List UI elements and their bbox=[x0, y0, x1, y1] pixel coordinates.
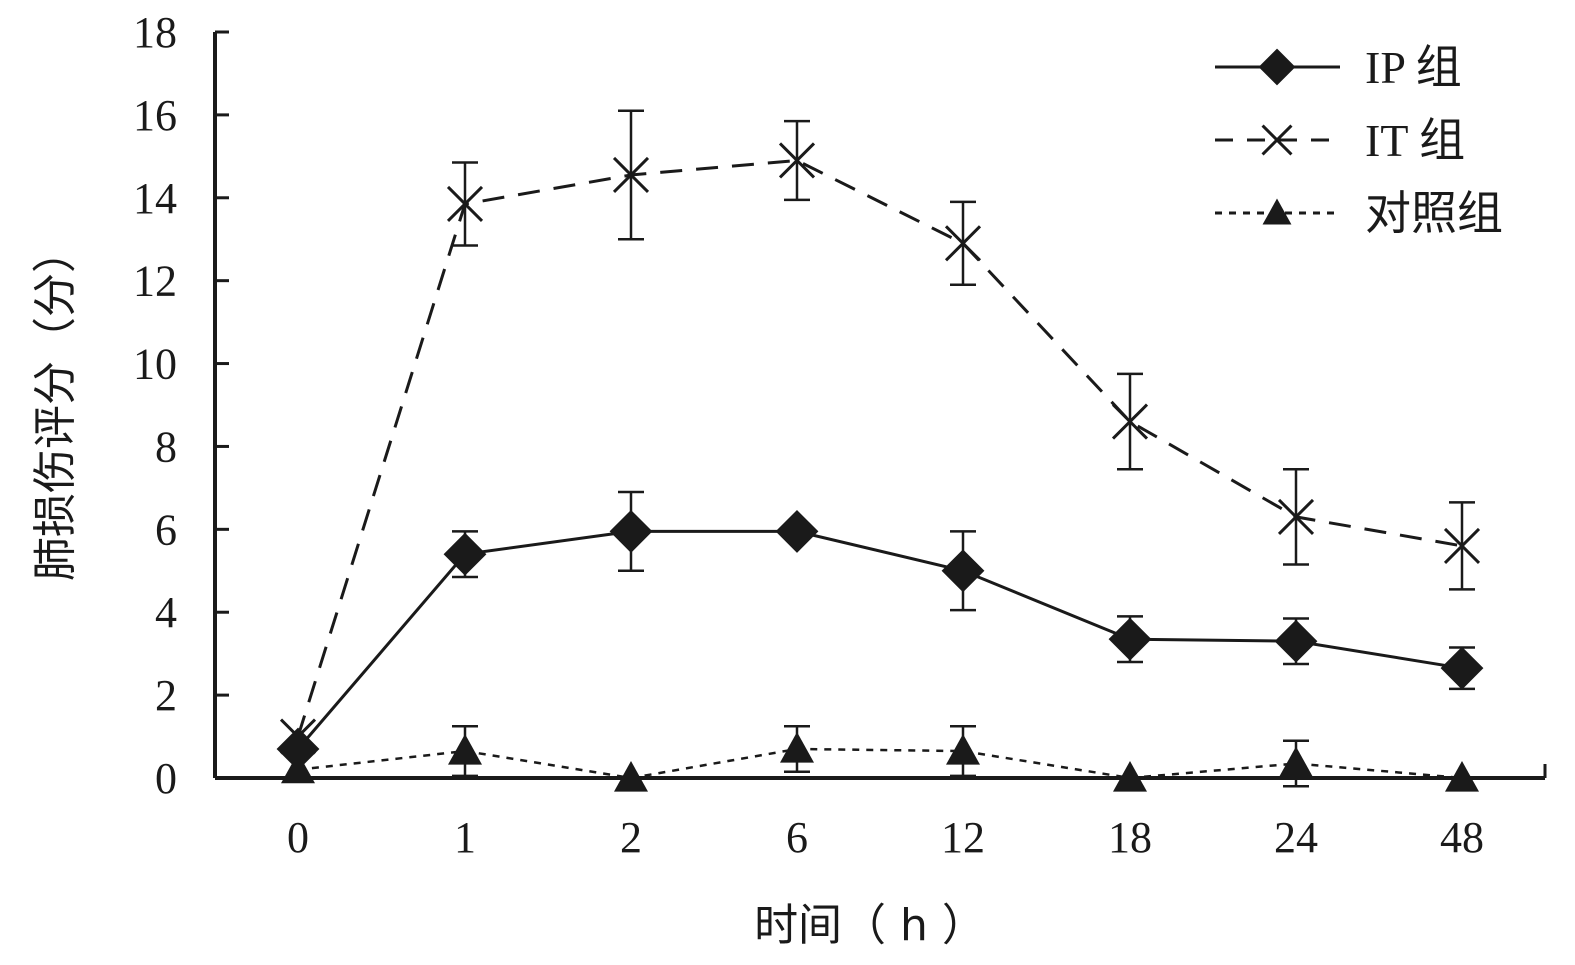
diamond-marker bbox=[1274, 619, 1318, 663]
legend-label: IP 组 bbox=[1365, 42, 1462, 93]
x-tick-label: 18 bbox=[1108, 813, 1152, 862]
y-tick-label: 14 bbox=[133, 174, 177, 223]
series-line bbox=[296, 529, 1463, 750]
y-tick-label: 2 bbox=[155, 671, 177, 720]
diamond-marker bbox=[443, 532, 487, 576]
x-marker-stroke bbox=[612, 156, 650, 194]
y-tick-label: 18 bbox=[133, 8, 177, 57]
y-tick-label: 12 bbox=[133, 257, 177, 306]
x-marker bbox=[446, 185, 484, 223]
series-1 bbox=[279, 109, 1481, 755]
x-marker-stroke bbox=[1277, 498, 1315, 535]
series-2 bbox=[281, 724, 1479, 792]
series-0 bbox=[276, 490, 1484, 771]
diamond-marker bbox=[609, 509, 653, 553]
triangle-marker bbox=[780, 731, 814, 763]
x-marker-stroke bbox=[279, 718, 317, 755]
x-marker-stroke bbox=[1261, 124, 1293, 156]
x-axis-title: 时间（ h ） bbox=[754, 900, 986, 951]
x-marker-stroke bbox=[1443, 527, 1481, 564]
x-marker bbox=[612, 156, 650, 194]
legend-label: 对照组 bbox=[1365, 188, 1503, 239]
legend-label: IT 组 bbox=[1365, 115, 1465, 166]
diamond-marker bbox=[1108, 617, 1152, 661]
axes bbox=[213, 32, 1547, 780]
series-layer bbox=[276, 109, 1484, 792]
triangle-marker bbox=[448, 734, 482, 765]
triangle-marker bbox=[1113, 761, 1147, 792]
y-axis-ticks: 0 2 4 6 8 10 12 14 16 18 bbox=[133, 8, 229, 803]
x-axis-ticks: 0 1 2 6 12 18 24 48 bbox=[287, 813, 1484, 862]
triangle-marker bbox=[1279, 746, 1313, 778]
x-tick-label: 0 bbox=[287, 813, 309, 862]
triangle-marker bbox=[1262, 198, 1292, 225]
x-tick-label: 24 bbox=[1274, 813, 1318, 862]
diamond-marker bbox=[775, 509, 819, 553]
legend-item: IP 组 bbox=[1215, 42, 1462, 93]
x-marker bbox=[1111, 403, 1149, 440]
y-tick-label: 6 bbox=[155, 505, 177, 554]
x-marker bbox=[778, 142, 816, 179]
x-marker bbox=[1261, 124, 1293, 156]
x-tick-label: 6 bbox=[786, 813, 808, 862]
x-marker bbox=[944, 225, 982, 262]
series-line bbox=[296, 158, 1463, 738]
x-marker-stroke bbox=[778, 142, 816, 179]
x-marker bbox=[279, 718, 317, 755]
series-line bbox=[297, 747, 1463, 780]
diamond-marker bbox=[1440, 646, 1484, 690]
x-tick-label: 2 bbox=[620, 813, 642, 862]
diamond-marker bbox=[941, 549, 985, 593]
x-tick-label: 48 bbox=[1440, 813, 1484, 862]
legend-item: IT 组 bbox=[1215, 115, 1465, 166]
x-marker-stroke bbox=[1111, 403, 1149, 440]
y-tick-label: 16 bbox=[133, 91, 177, 140]
y-tick-label: 8 bbox=[155, 422, 177, 471]
y-tick-label: 4 bbox=[155, 588, 177, 637]
x-marker-stroke bbox=[446, 185, 484, 223]
x-marker bbox=[1277, 498, 1315, 535]
x-marker-stroke bbox=[944, 225, 982, 262]
y-tick-label: 0 bbox=[155, 754, 177, 803]
triangle-marker bbox=[946, 734, 980, 765]
y-tick-label: 10 bbox=[133, 340, 177, 389]
legend-item: 对照组 bbox=[1215, 188, 1503, 239]
x-marker bbox=[1443, 527, 1481, 564]
x-tick-label: 12 bbox=[941, 813, 985, 862]
triangle-marker bbox=[614, 761, 648, 792]
x-tick-label: 1 bbox=[454, 813, 476, 862]
triangle-marker bbox=[1445, 761, 1479, 792]
y-axis-title: 肺损伤评分（分） bbox=[30, 229, 81, 581]
diamond-marker bbox=[1258, 48, 1296, 86]
diamond-marker bbox=[276, 727, 320, 771]
